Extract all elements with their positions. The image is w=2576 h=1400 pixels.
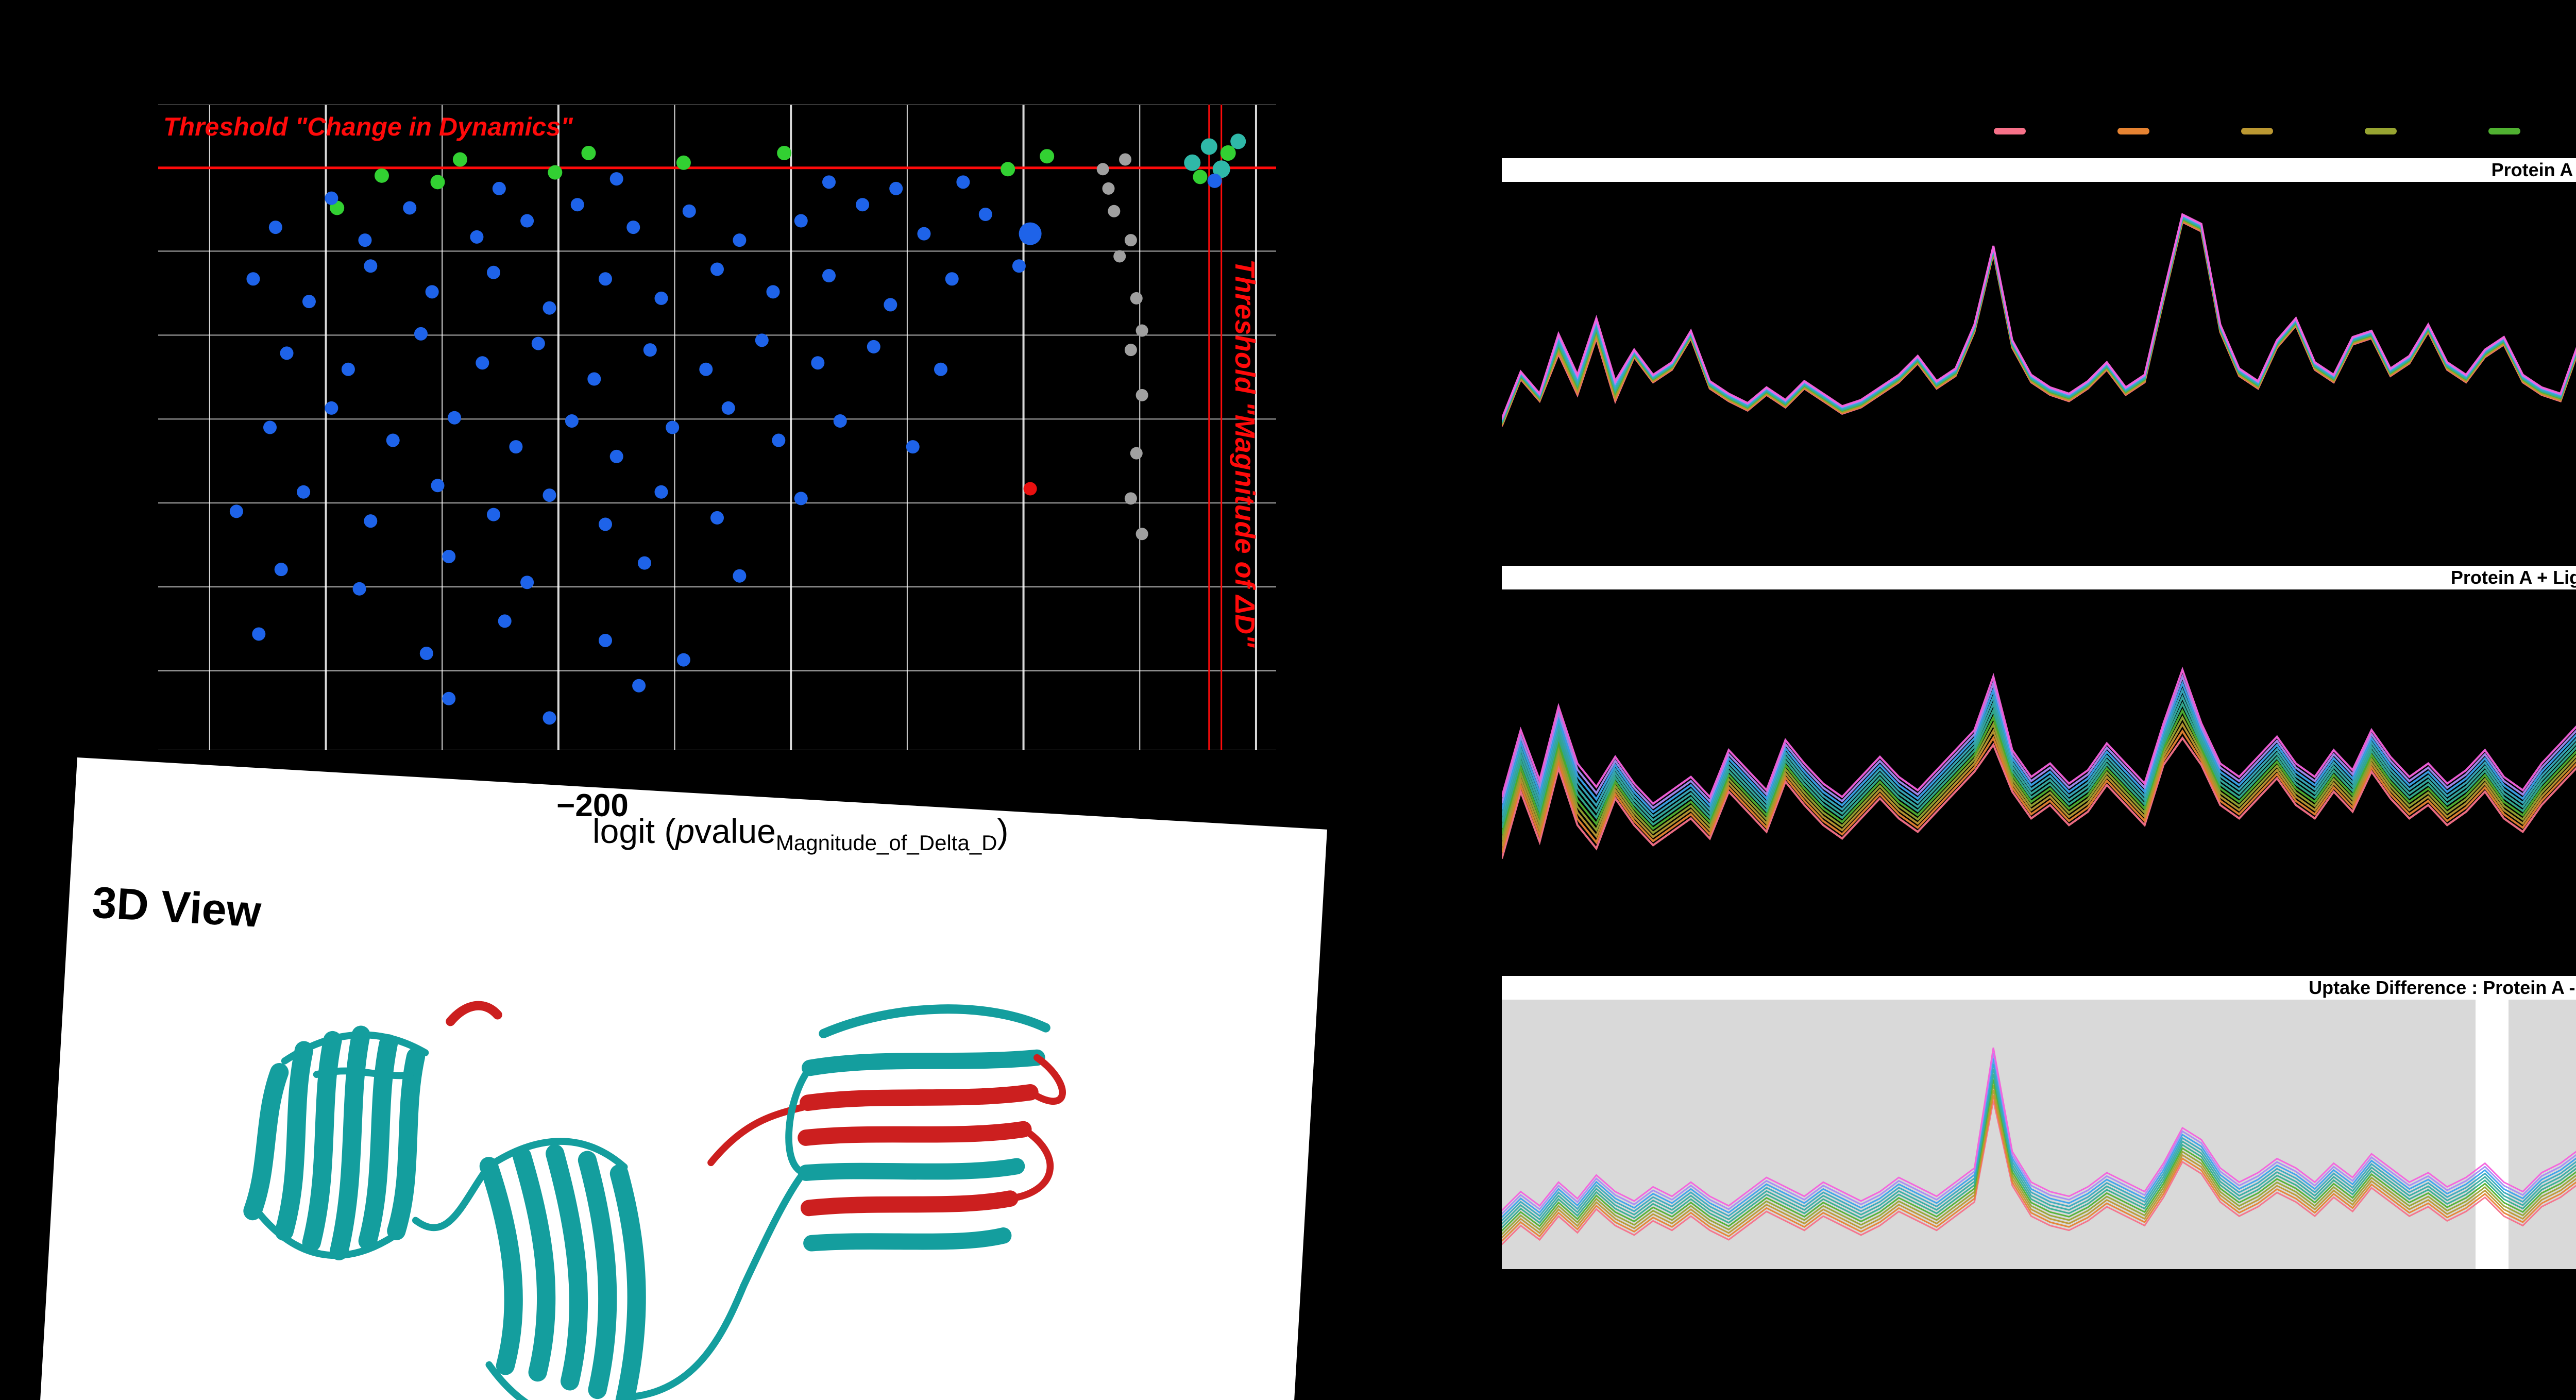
x-axis-label-prefix: logit ( [592,812,676,850]
threshold-magnitude-label: Threshold "Magnitude of ΔD" [1229,259,1260,648]
x-axis-label-p: p [675,812,695,850]
chart-protein-a[interactable] [1502,182,2576,543]
threshold-change-in-dynamics-label: Threshold "Change in Dynamics" [163,112,573,141]
legend-swatch[interactable] [1994,128,2026,134]
panel-title-uptake-difference: Uptake Difference : Protein A - (Protein… [1502,976,2576,1000]
uptake-lines[interactable] [1502,1047,2576,1269]
chart-background [1502,1000,2576,1269]
3d-view-card: 3D View [32,757,1327,1400]
x-axis-label: logit (pvalueMagnitude_of_Delta_D) [592,812,1009,855]
legend-swatch[interactable] [2488,128,2520,134]
chart-uptake-difference[interactable] [1502,1000,2576,1269]
protein-structure-viewer[interactable] [193,926,1107,1400]
x-axis-label-main: value [694,812,776,850]
scatter-points[interactable] [229,133,1246,725]
x-axis-tick: −200 [556,788,629,823]
legend-swatch[interactable] [2117,128,2149,134]
x-axis-label-subscript: Magnitude_of_Delta_D [775,831,997,855]
volcano-scatter-svg[interactable] [158,105,1276,750]
legend-swatch[interactable] [2365,128,2397,134]
panel-title-protein-a: Protein A [1502,158,2576,182]
chart-protein-a-svg[interactable] [1502,182,2576,543]
chart-uptake-difference-svg[interactable] [1502,1000,2576,1269]
timepoint-legend [1994,128,2576,134]
chart-protein-a-ligand[interactable] [1502,589,2576,976]
volcano-plot[interactable]: Threshold "Change in Dynamics" Threshold… [158,105,1276,750]
chart-protein-a-ligand-svg[interactable] [1502,589,2576,976]
uptake-lines[interactable] [1502,589,2576,865]
x-axis-label-suffix: ) [997,812,1009,850]
legend-swatch[interactable] [2241,128,2273,134]
uptake-lines[interactable] [1502,213,2576,486]
region-separator [2476,1000,2509,1269]
panel-title-protein-a-ligand: Protein A + Ligand [1502,566,2576,589]
threshold-lines [158,105,1276,750]
